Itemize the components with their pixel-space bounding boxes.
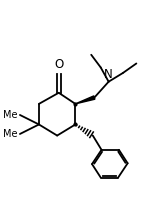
Text: Me: Me	[3, 129, 17, 139]
Text: O: O	[54, 58, 63, 71]
Polygon shape	[75, 96, 95, 104]
Text: Me: Me	[3, 110, 17, 120]
Text: N: N	[104, 68, 113, 81]
